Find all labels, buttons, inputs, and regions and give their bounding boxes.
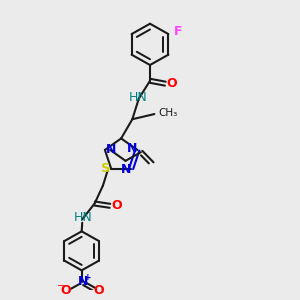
Text: HN: HN xyxy=(74,211,92,224)
Text: N: N xyxy=(78,275,88,288)
Text: O: O xyxy=(167,77,177,90)
Text: +: + xyxy=(84,273,92,282)
Text: N: N xyxy=(106,143,116,156)
Text: F: F xyxy=(173,25,182,38)
Text: N: N xyxy=(121,164,131,176)
Text: −: − xyxy=(57,281,65,291)
Text: O: O xyxy=(111,199,122,212)
Text: CH₃: CH₃ xyxy=(158,109,177,118)
Text: O: O xyxy=(61,284,71,298)
Text: N: N xyxy=(127,142,138,155)
Text: O: O xyxy=(94,284,104,298)
Text: HN: HN xyxy=(129,91,148,103)
Text: S: S xyxy=(101,162,111,175)
